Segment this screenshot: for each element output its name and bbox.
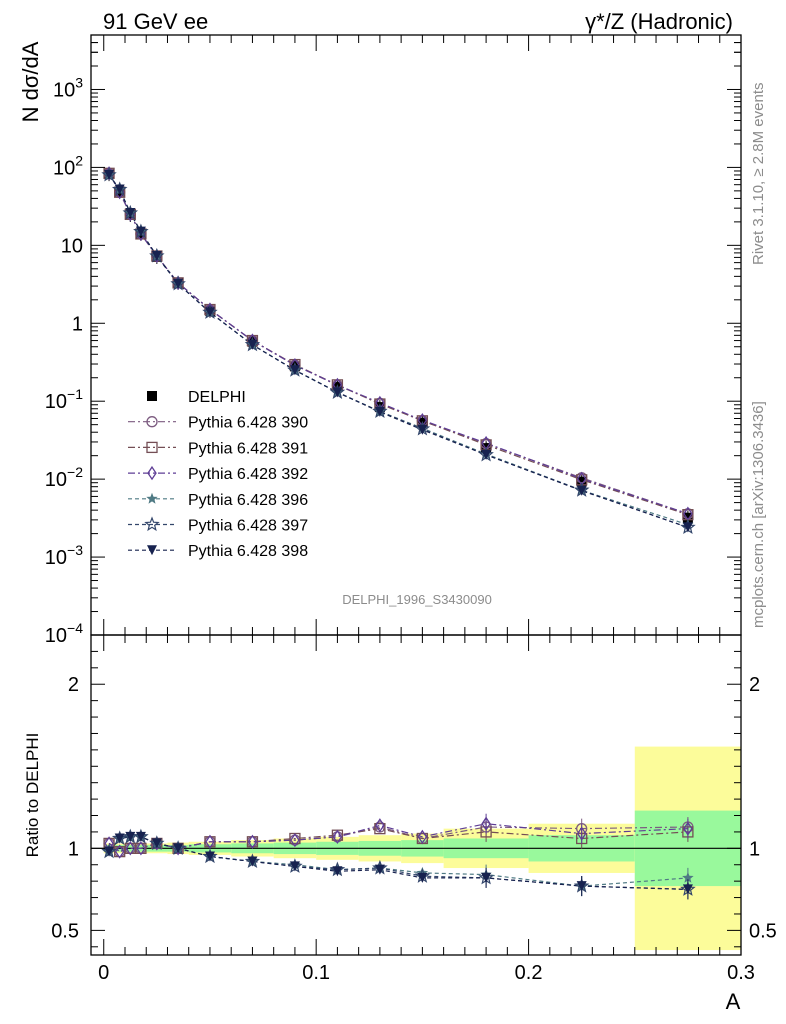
ratio-point — [247, 834, 258, 849]
left-title: 91 GeV ee — [103, 9, 208, 34]
data-point — [173, 278, 184, 289]
main-y-tick-label: 1 — [72, 313, 83, 335]
ratio-y-tick-label-right: 2 — [749, 674, 760, 696]
legend-marker — [144, 516, 160, 532]
x-axis-label: A — [726, 989, 741, 1014]
legend: DELPHI Pythia 6.428 390 Pythia 6.428 391 Py… — [128, 389, 308, 560]
ratio-point — [290, 832, 300, 848]
main-y-tick-label: 103 — [53, 74, 83, 101]
ratio-point — [247, 856, 258, 867]
legend-marker — [147, 545, 157, 556]
ratio-point — [374, 864, 385, 875]
legend-label: Pythia 6.428 390 — [188, 415, 308, 432]
ratio-point — [682, 871, 694, 883]
ratio-point — [151, 838, 162, 849]
ratio-point — [682, 884, 693, 895]
ratio-frame — [90, 634, 742, 956]
ratio-point — [375, 818, 385, 833]
ratio-point — [114, 844, 125, 859]
ratio-point — [417, 872, 428, 883]
main-y-tick-label: 10−2 — [45, 464, 83, 491]
x-tick-label: 0.2 — [515, 962, 543, 984]
legend-label: DELPHI — [188, 389, 246, 406]
main-y-tick-label: 10−1 — [45, 386, 83, 413]
main-y-tick-label: 10 — [61, 235, 83, 257]
mcplots-reference-label: mcplots.cern.ch [arXiv:1306.3436] — [750, 401, 767, 628]
legend-label: Pythia 6.428 392 — [188, 466, 308, 483]
legend-marker — [146, 441, 158, 454]
ratio-y-tick-label-right: 0.5 — [749, 920, 777, 942]
data-point — [332, 387, 343, 398]
data-point — [247, 339, 258, 350]
ratio-point — [332, 866, 343, 877]
ratio-y-axis-label: Ratio to DELPHI — [23, 733, 42, 858]
data-point — [682, 512, 693, 523]
ratio-y-tick-label-left: 1 — [68, 838, 79, 860]
data-point — [289, 365, 300, 376]
ratio-y-tick-label-right: 1 — [749, 838, 760, 860]
main-y-tick-label: 10−4 — [45, 620, 83, 647]
ratio-point — [125, 841, 136, 856]
ratio-point — [481, 872, 492, 883]
ratio-point — [125, 831, 136, 842]
legend-marker — [147, 465, 157, 481]
series-line — [108, 173, 689, 515]
x-tick-label: 0.3 — [727, 962, 755, 984]
series-line — [108, 173, 689, 516]
series-line — [108, 823, 688, 853]
series-line — [108, 173, 689, 515]
ratio-point — [576, 881, 587, 892]
ratio-point — [417, 829, 428, 845]
data-point — [104, 169, 115, 180]
ratio-y-tick-label-left: 2 — [68, 674, 79, 696]
series-line — [108, 827, 688, 853]
ratio-point — [481, 816, 491, 831]
main-y-tick-label: 10−3 — [45, 542, 83, 569]
ratio-point — [173, 843, 184, 854]
series-line — [108, 826, 688, 853]
main-y-axis-label: N dσ/dA — [18, 41, 43, 122]
data-point — [204, 307, 215, 318]
ratio-point — [332, 829, 343, 845]
ratio-y-tick-label-left: 0.5 — [51, 920, 79, 942]
data-point — [151, 250, 162, 261]
data-point — [481, 449, 492, 460]
ratio-panel: 0.5 0.5 1 1 2 2 0 0.1 0.2 0.3 — [51, 634, 777, 984]
ratio-point — [683, 821, 693, 836]
data-point — [125, 207, 136, 218]
data-point — [114, 184, 125, 195]
ratio-point — [114, 833, 125, 844]
ratio-point — [135, 831, 146, 842]
analysis-watermark: DELPHI_1996_S3430090 — [342, 592, 492, 607]
data-point — [682, 522, 693, 533]
main-y-tick-label: 102 — [53, 152, 83, 179]
data-point — [417, 424, 428, 435]
x-tick-label: 0.1 — [302, 962, 330, 984]
legend-label: Pythia 6.428 396 — [188, 492, 308, 509]
legend-label: Pythia 6.428 397 — [188, 518, 308, 535]
data-point — [576, 476, 587, 487]
legend-marker — [147, 391, 157, 401]
main-panel: 10−4 10−3 10−2 10−1 1 10 102 103 DELPHI Pythia 6.… — [45, 34, 742, 647]
legend-label: Pythia 6.428 398 — [188, 543, 308, 560]
data-point — [135, 226, 146, 237]
ratio-point — [136, 841, 146, 856]
legend-marker — [146, 416, 158, 428]
data-point — [374, 406, 385, 417]
legend-label: Pythia 6.428 391 — [188, 440, 308, 457]
ratio-point — [576, 826, 587, 841]
data-point — [576, 485, 587, 496]
ratio-point — [374, 822, 386, 835]
rivet-version-label: Rivet 3.1.10, ≥ 2.8M events — [750, 83, 767, 266]
ratio-point — [104, 846, 115, 857]
right-title: γ*/Z (Hadronic) — [585, 9, 733, 34]
ratio-point — [205, 834, 215, 849]
ratio-point — [204, 851, 215, 862]
legend-marker — [146, 492, 158, 504]
ratio-point — [289, 861, 300, 872]
x-tick-label: 0 — [98, 962, 109, 984]
